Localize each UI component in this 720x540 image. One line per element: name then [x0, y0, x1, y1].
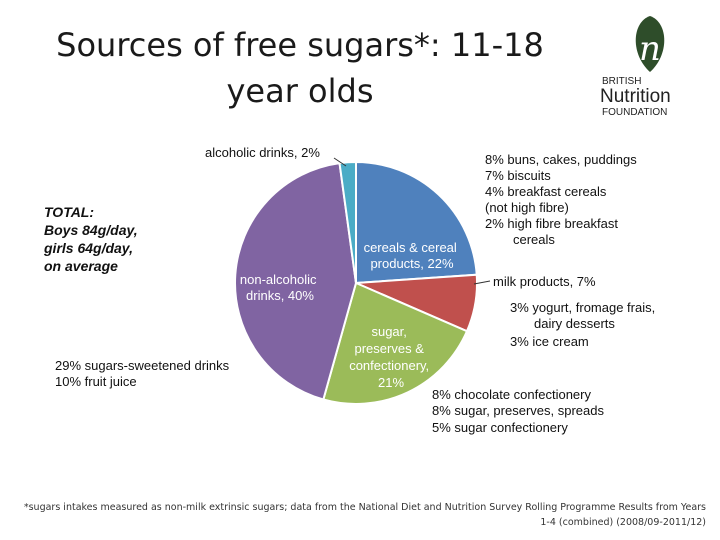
logo-line1: BRITISH — [602, 76, 641, 87]
breakdown-drinks: 29% sugars-sweetened drinks 10% fruit ju… — [55, 358, 233, 389]
logo-line3: FOUNDATION — [602, 107, 667, 118]
british-nutrition-foundation-logo: n BRITISH Nutrition FOUNDATION — [600, 16, 671, 118]
label-cereals: cereals & cereal products, 22% — [364, 240, 461, 271]
label-non-alcoholic: non-alcoholic drinks, 40% — [240, 272, 320, 303]
total-note: TOTAL: Boys 84g/day, girls 64g/day, on a… — [43, 204, 142, 274]
leader-alcoholic — [333, 157, 347, 167]
logo-mark: n — [639, 29, 661, 69]
label-milk: milk products, 7% — [493, 274, 596, 289]
leader-milk — [473, 280, 491, 285]
footnote: *sugars intakes measured as non-milk ext… — [23, 502, 706, 528]
breakdown-sugar: 8% chocolate confectionery 8% sugar, pre… — [432, 387, 608, 435]
label-alcoholic: alcoholic drinks, 2% — [205, 145, 320, 160]
slide-title: Sources of free sugars*: 11-18 year olds — [56, 26, 544, 110]
leaf-icon — [635, 16, 665, 72]
slice-sugar — [322, 281, 469, 405]
slice-cereals — [355, 160, 478, 285]
label-sugar: sugar, preserves & confectionery, 21% — [349, 324, 433, 390]
slice-alcoholic — [338, 160, 357, 284]
slice-non-alcoholic — [234, 162, 358, 401]
pie-chart: alcoholic drinks, 2% milk products, 7% c… — [43, 145, 659, 435]
breakdown-milk: 3% yogurt, fromage frais, dairy desserts… — [510, 300, 659, 349]
logo-line2: Nutrition — [600, 86, 671, 107]
breakdown-cereals: 8% buns, cakes, puddings 7% biscuits 4% … — [485, 152, 640, 247]
